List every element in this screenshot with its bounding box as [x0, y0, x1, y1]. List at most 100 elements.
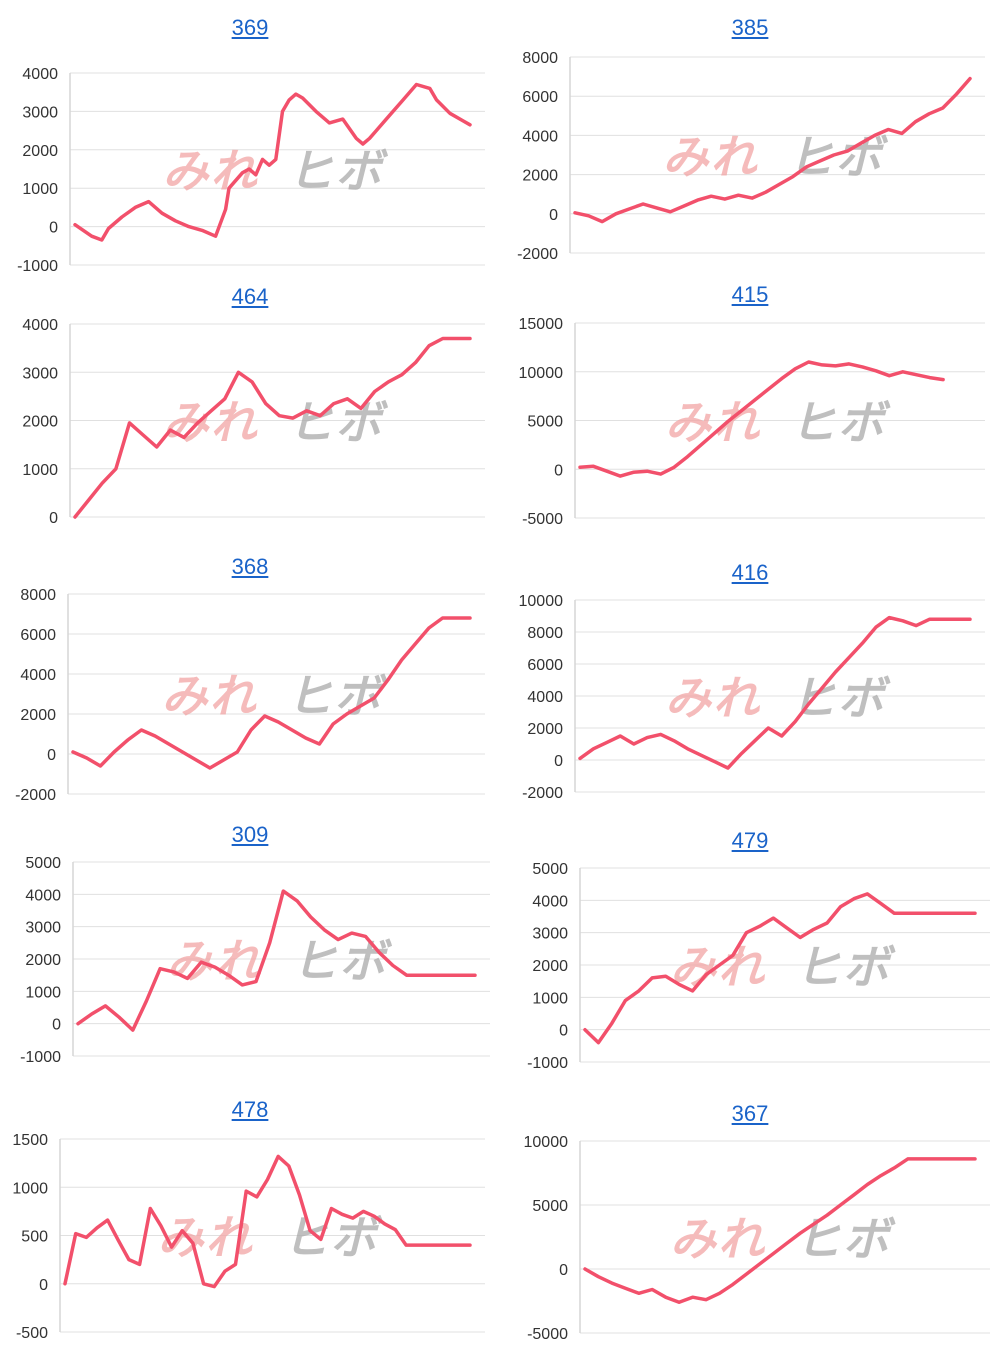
- chart-title-link[interactable]: 416: [731, 560, 769, 585]
- line-chart: 5000 4000 3000 2000 1000 0 -1000 みれ ヒボ: [527, 861, 990, 1072]
- series-line: [578, 615, 972, 770]
- chart-title-link[interactable]: 478: [231, 1097, 269, 1122]
- y-tick-label: 6000: [527, 657, 563, 674]
- y-tick-label: 3000: [25, 920, 61, 937]
- watermark-text-left: みれ: [167, 934, 263, 988]
- y-tick-label: 6000: [522, 89, 558, 106]
- y-tick-label: 2000: [532, 958, 568, 975]
- series-line: [73, 336, 472, 519]
- y-tick-label: 5000: [532, 1198, 568, 1215]
- chart-title-link[interactable]: 368: [231, 554, 269, 579]
- y-tick-label: -5000: [527, 1326, 568, 1343]
- y-tick-label: 3000: [22, 365, 58, 382]
- series-line: [583, 892, 977, 1045]
- series-line: [573, 76, 972, 224]
- y-tick-label: 3000: [22, 104, 58, 121]
- y-tick-label: -2000: [15, 787, 56, 804]
- y-tick-label: 4000: [532, 893, 568, 910]
- chart-title-link[interactable]: 367: [731, 1101, 769, 1126]
- watermark-text-right: ヒボ: [288, 396, 389, 450]
- watermark-logo: みれ ヒボ: [665, 396, 889, 450]
- watermark-text-right: ヒボ: [287, 669, 388, 723]
- chart-panel: 369 4000 3000 2000 1000 0 -1000 みれ ヒボ: [0, 15, 500, 277]
- watermark-text-left: みれ: [163, 396, 259, 450]
- series-line: [73, 82, 472, 242]
- y-tick-label: 0: [559, 1023, 568, 1040]
- y-tick-label: 0: [49, 510, 58, 527]
- chart-panel: 478 1500 1000 500 0 -500 みれ ヒボ: [0, 1097, 500, 1359]
- chart-panel: 309 5000 4000 3000 2000 1000 0 -1000 みれ ヒボ: [0, 820, 500, 1082]
- chart-panel: 367 10000 5000 0 -5000 みれ ヒボ: [500, 1099, 1000, 1361]
- watermark-text-left: みれ: [665, 671, 761, 725]
- watermark-logo: みれ ヒボ: [163, 396, 389, 450]
- line-chart: 10000 8000 6000 4000 2000 0 -2000 みれ ヒボ: [519, 593, 985, 802]
- y-tick-label: 8000: [20, 587, 56, 604]
- y-tick-label: 4000: [25, 887, 61, 904]
- y-tick-label: -500: [16, 1325, 48, 1342]
- watermark-text-right: ヒボ: [795, 940, 896, 994]
- chart-panel: 464 4000 3000 2000 1000 0 みれ ヒボ: [0, 282, 500, 544]
- line-chart: 1500 1000 500 0 -500 みれ ヒボ: [12, 1132, 485, 1342]
- y-tick-label: 0: [549, 207, 558, 224]
- y-tick-label: 4000: [527, 689, 563, 706]
- y-tick-label: 0: [554, 753, 563, 770]
- y-tick-label: 2000: [527, 721, 563, 738]
- y-tick-label: 1000: [12, 1180, 48, 1197]
- y-tick-label: 5000: [532, 861, 568, 878]
- watermark-logo: みれ ヒボ: [162, 669, 388, 723]
- chart-title-link[interactable]: 369: [231, 15, 269, 40]
- watermark-text-left: みれ: [665, 396, 761, 450]
- y-tick-label: -1000: [20, 1049, 61, 1066]
- watermark-logo: みれ ヒボ: [670, 940, 896, 994]
- watermark-logo: みれ ヒボ: [158, 1211, 382, 1265]
- chart-panel: 368 8000 6000 4000 2000 0 -2000 みれ ヒボ: [0, 552, 500, 814]
- y-tick-label: 2000: [22, 414, 58, 431]
- watermark-text-right: ヒボ: [790, 671, 891, 725]
- y-tick-label: 15000: [519, 316, 564, 333]
- watermark-text-right: ヒボ: [292, 934, 393, 988]
- y-tick-label: 5000: [527, 414, 563, 431]
- y-tick-label: 0: [554, 462, 563, 479]
- line-chart: 5000 4000 3000 2000 1000 0 -1000 みれ ヒボ: [20, 855, 490, 1066]
- watermark-logo: みれ ヒボ: [670, 1212, 894, 1266]
- watermark-text-left: みれ: [162, 669, 258, 723]
- line-chart: 4000 3000 2000 1000 0 みれ ヒボ: [22, 317, 485, 527]
- series-line: [71, 616, 472, 770]
- y-tick-label: 0: [47, 747, 56, 764]
- y-tick-label: -2000: [522, 785, 563, 802]
- y-tick-label: -5000: [522, 511, 563, 528]
- y-tick-label: 1000: [25, 984, 61, 1001]
- chart-panel: 479 5000 4000 3000 2000 1000 0 -1000 みれ ヒボ: [500, 826, 1000, 1088]
- y-tick-label: 4000: [22, 66, 58, 83]
- y-tick-label: 1000: [22, 462, 58, 479]
- chart-panel: 415 15000 10000 5000 0 -5000 みれ ヒボ: [500, 280, 1000, 542]
- chart-title-link[interactable]: 479: [731, 828, 769, 853]
- series-line: [76, 889, 477, 1032]
- chart-title-link[interactable]: 415: [731, 282, 769, 307]
- line-chart: 8000 6000 4000 2000 0 -2000 みれ ヒボ: [15, 587, 485, 804]
- y-tick-label: 0: [52, 1017, 61, 1034]
- y-tick-label: 5000: [25, 855, 61, 872]
- series-line: [583, 1157, 977, 1305]
- watermark-text-left: みれ: [663, 130, 759, 184]
- chart-title-link[interactable]: 309: [231, 822, 269, 847]
- chart-title-link[interactable]: 464: [231, 284, 269, 309]
- y-tick-label: 0: [39, 1277, 48, 1294]
- series-line: [63, 1154, 472, 1289]
- line-chart: 8000 6000 4000 2000 0 -2000 みれ ヒボ: [517, 50, 985, 263]
- y-tick-label: 1000: [22, 181, 58, 198]
- chart-title-link[interactable]: 385: [731, 15, 769, 40]
- y-tick-label: 2000: [20, 707, 56, 724]
- watermark-text-right: ヒボ: [288, 144, 389, 198]
- y-tick-label: 2000: [522, 168, 558, 185]
- y-tick-label: 10000: [519, 593, 564, 610]
- y-tick-label: -1000: [527, 1055, 568, 1072]
- y-tick-label: 4000: [22, 317, 58, 334]
- y-tick-label: 8000: [522, 50, 558, 67]
- y-tick-label: -1000: [17, 258, 58, 275]
- y-tick-label: 2000: [25, 952, 61, 969]
- watermark-text-left: みれ: [670, 1212, 766, 1266]
- chart-panel: 385 8000 6000 4000 2000 0 -2000 みれ ヒボ: [500, 15, 1000, 277]
- y-tick-label: 6000: [20, 627, 56, 644]
- y-tick-label: 1500: [12, 1132, 48, 1149]
